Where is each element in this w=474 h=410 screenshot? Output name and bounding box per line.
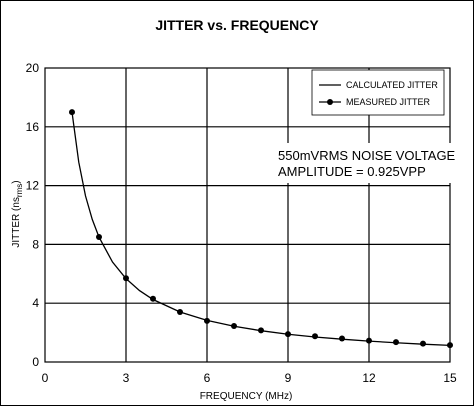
x-tick-label: 15 [443, 371, 457, 385]
x-tick-label: 12 [362, 371, 376, 385]
measured-jitter-point [420, 340, 426, 347]
y-tick-label: 16 [26, 120, 40, 134]
x-tick-label: 6 [204, 371, 211, 385]
annotation: 550mVRMS NOISE VOLTAGE AMPLITUDE = 0.925… [273, 143, 456, 183]
measured-jitter-point [177, 309, 183, 316]
tick-labels: 0 3 6 9 12 15 0 4 8 12 16 20 [26, 61, 457, 385]
measured-jitter-point [285, 331, 291, 338]
y-tick-label: 12 [26, 179, 40, 193]
measured-jitter-point [69, 109, 75, 116]
measured-jitter-point [96, 234, 102, 241]
y-tick-label: 0 [32, 355, 39, 369]
measured-jitter-point [339, 335, 345, 342]
y-axis-label-close: ) [11, 180, 22, 183]
measured-jitter-point [312, 333, 318, 340]
y-tick-label: 20 [26, 61, 40, 75]
x-tick-label: 0 [42, 371, 49, 385]
y-tick-label: 4 [32, 296, 39, 310]
measured-jitter-point [258, 327, 264, 334]
plot-area-border [44, 67, 451, 363]
measured-jitter-point [150, 295, 156, 302]
legend-label-calculated: CALCULATED JITTER [346, 80, 438, 90]
chart-title: JITTER vs. FREQUENCY [155, 17, 319, 33]
measured-jitter-point [447, 342, 453, 349]
x-tick-label: 3 [123, 371, 130, 385]
y-axis-label-sub: rms [15, 184, 24, 197]
calculated-jitter-line [71, 112, 451, 347]
y-axis-label-main: JITTER (ns [11, 197, 22, 248]
measured-jitter-point [123, 275, 129, 282]
measured-jitter-point [366, 337, 372, 344]
legend-marker-measured [327, 99, 333, 105]
measured-jitter-point [231, 322, 237, 329]
y-axis-label: JITTER (nsrms) [11, 180, 24, 247]
legend-box [311, 69, 445, 116]
legend: CALCULATED JITTER MEASURED JITTER [311, 69, 445, 116]
y-tick-label: 8 [32, 237, 39, 251]
legend-label-measured: MEASURED JITTER [346, 97, 431, 107]
grid-lines [45, 68, 450, 362]
annotation-line-1: 550mVRMS NOISE VOLTAGE [278, 148, 456, 163]
annotation-background [273, 143, 451, 183]
measured-jitter-point [393, 339, 399, 346]
x-tick-label: 9 [285, 371, 292, 385]
series-layer [69, 109, 453, 349]
x-axis-label: FREQUENCY (MHz) [200, 391, 293, 402]
annotation-line-2: AMPLITUDE = 0.925VPP [278, 164, 426, 179]
measured-jitter-point [204, 317, 210, 324]
